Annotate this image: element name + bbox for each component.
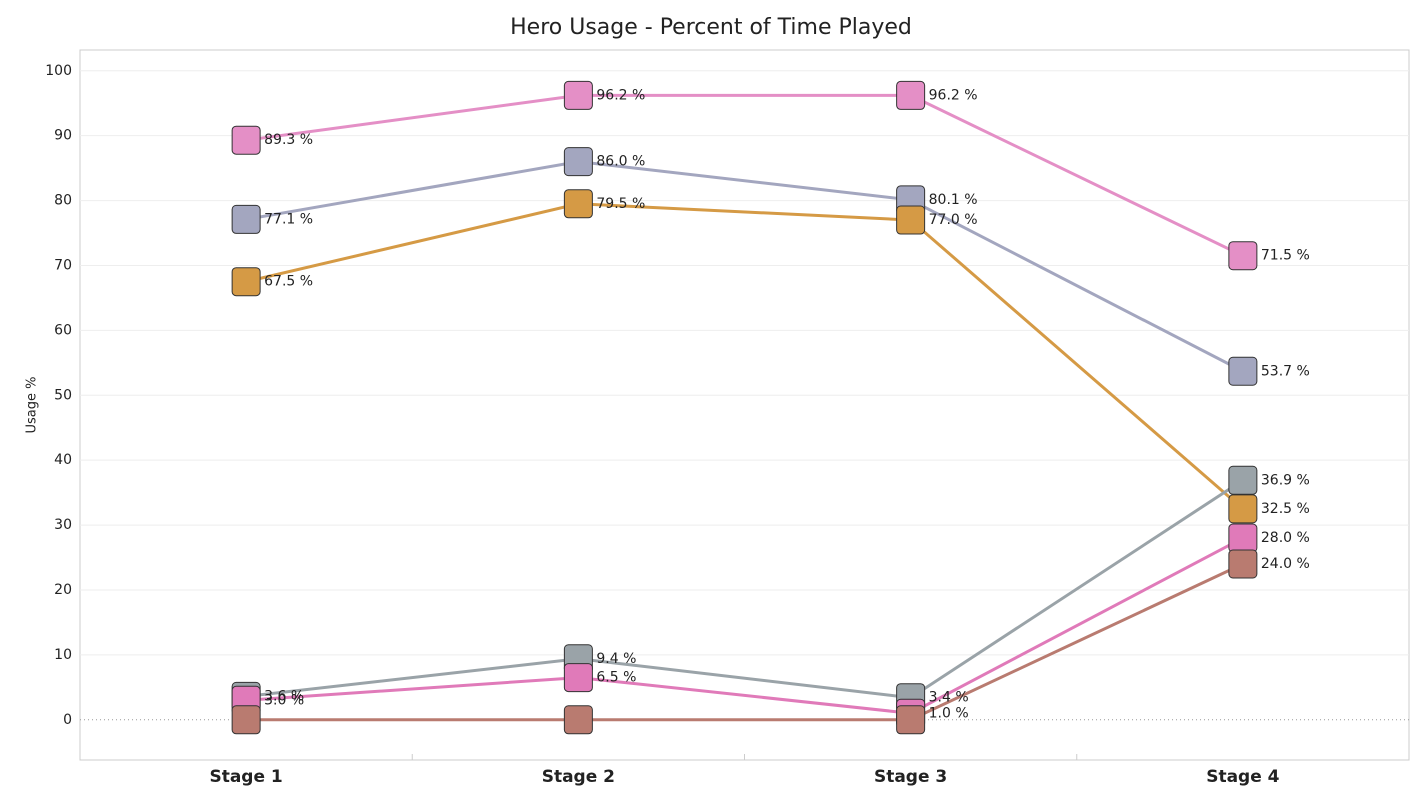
x-tick-label: Stage 2 [542,767,615,787]
data-label: 53.7 % [1261,363,1310,379]
y-tick-label: 40 [54,452,72,468]
series-line [245,202,1244,510]
hero-marker [563,189,593,219]
y-tick-label: 20 [54,582,72,598]
y-tick-label: 0 [63,712,72,728]
y-axis-label: Usage % [25,377,40,434]
y-tick-label: 30 [54,517,72,533]
series-line [245,93,1244,258]
hero-marker [1228,241,1258,271]
data-label: 1.0 % [929,705,969,721]
data-label: 77.1 % [264,211,313,227]
hero-marker [896,80,926,110]
x-tick-label: Stage 3 [874,767,947,787]
data-label: 71.5 % [1261,248,1310,264]
data-label: 28.0 % [1261,530,1310,546]
hero-marker [231,125,261,155]
hero-marker [1228,494,1258,524]
hero-marker [896,705,926,735]
data-label: 24.0 % [1261,556,1310,572]
y-tick-label: 90 [54,128,72,144]
y-tick-label: 80 [54,193,72,209]
hero-marker [563,705,593,735]
data-label: 3.0 % [264,692,304,708]
hero-marker [231,267,261,297]
y-tick-label: 100 [45,63,72,79]
hero-marker [563,80,593,110]
hero-marker [896,205,926,235]
hero-marker [1228,523,1258,553]
hero-marker [231,705,261,735]
data-label: 3.6 % [264,688,304,704]
data-label: 89.3 % [264,132,313,148]
hero-marker [563,663,593,693]
data-label: 36.9 % [1261,472,1310,488]
plot-frame [79,49,1410,761]
data-label: 32.5 % [1261,501,1310,517]
series-line [246,536,1244,715]
data-label: 79.5 % [596,196,645,212]
y-tick-label: 70 [54,257,72,273]
y-tick-label: 10 [54,647,72,663]
hero-marker [1228,465,1258,495]
hero-marker [231,204,261,234]
hero-marker [1228,356,1258,386]
hero-marker [563,147,593,177]
series-line [246,562,1244,722]
data-label: 9.4 % [596,651,636,667]
data-label: 77.0 % [929,212,978,228]
series-line [245,479,1244,700]
chart-title: Hero Usage - Percent of Time Played [510,15,912,40]
series-line [245,160,1244,373]
data-label: 6.5 % [596,670,636,686]
x-tick-label: Stage 1 [209,767,282,787]
hero-marker [1228,549,1258,579]
data-label: 96.2 % [929,87,978,103]
y-tick-label: 60 [54,322,72,338]
data-label: 80.1 % [929,192,978,208]
data-label: 67.5 % [264,274,313,290]
data-label: 86.0 % [596,154,645,170]
data-label: 96.2 % [596,87,645,103]
y-tick-label: 50 [54,387,72,403]
x-tick-label: Stage 4 [1206,767,1279,787]
data-label: 3.4 % [929,690,969,706]
